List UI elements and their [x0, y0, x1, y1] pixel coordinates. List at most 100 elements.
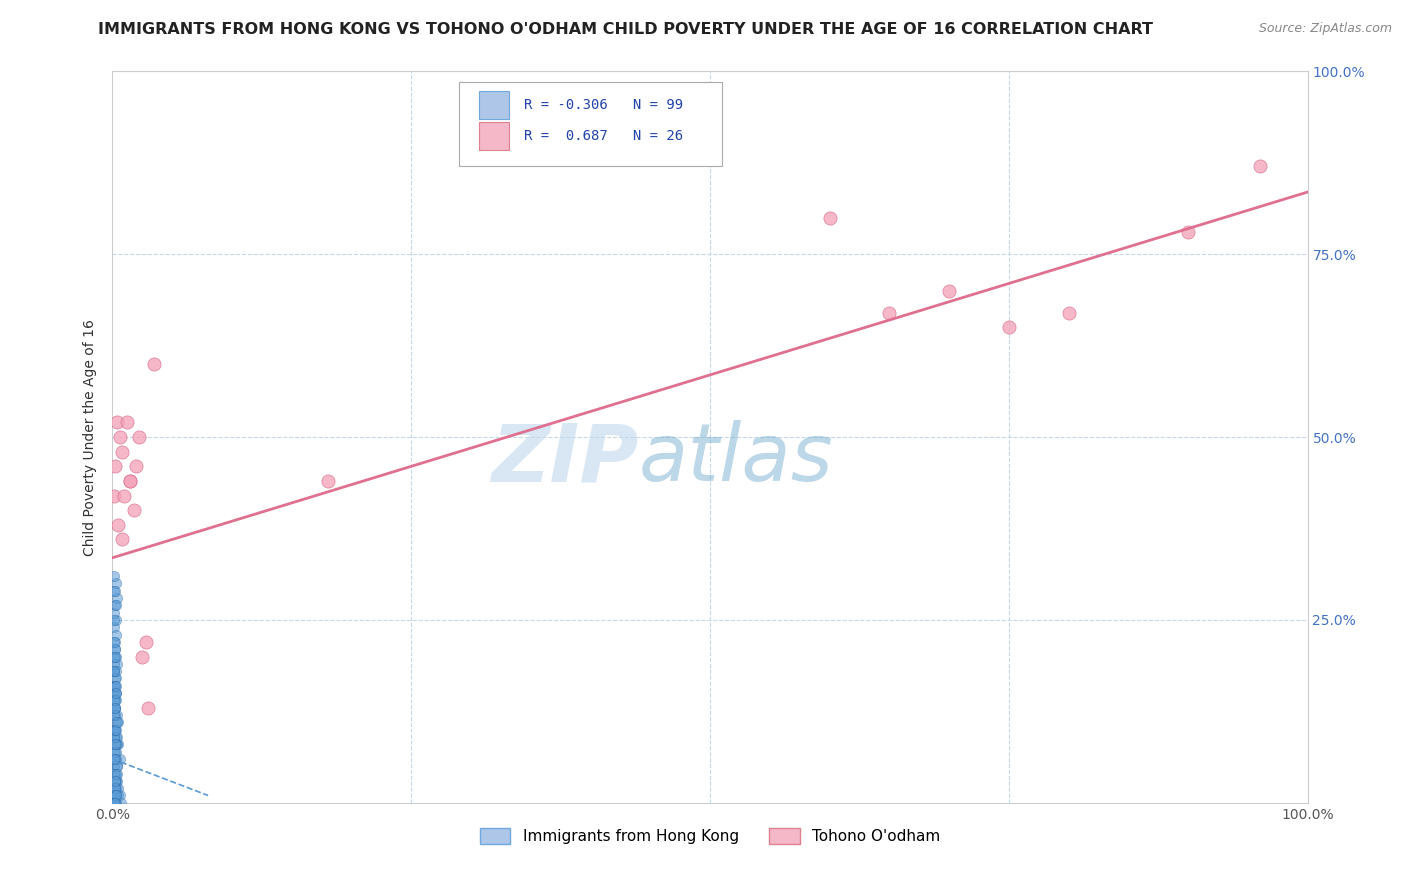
Point: [107, 715, 129, 730]
Point: [120, 474, 142, 488]
Point: [108, 430, 131, 444]
Point: [104, 700, 127, 714]
Point: [105, 686, 128, 700]
Point: [103, 679, 125, 693]
Point: [110, 796, 132, 810]
Text: atlas: atlas: [638, 420, 834, 498]
Point: [1249, 160, 1271, 174]
Point: [105, 723, 128, 737]
Point: [107, 789, 129, 803]
Point: [103, 606, 125, 620]
Point: [104, 583, 127, 598]
Point: [103, 686, 125, 700]
Point: [105, 737, 128, 751]
Point: [103, 730, 125, 744]
Point: [105, 693, 128, 707]
Point: [114, 489, 135, 503]
Point: [104, 679, 127, 693]
Point: [125, 459, 148, 474]
Point: [104, 796, 127, 810]
Point: [104, 752, 127, 766]
Point: [104, 635, 127, 649]
Point: [104, 708, 127, 723]
Point: [103, 489, 125, 503]
Point: [105, 737, 128, 751]
Point: [105, 766, 128, 780]
Point: [105, 781, 128, 796]
Point: [105, 715, 128, 730]
Point: [103, 766, 125, 780]
Point: [104, 745, 127, 759]
Point: [104, 723, 127, 737]
Text: Source: ZipAtlas.com: Source: ZipAtlas.com: [1258, 22, 1392, 36]
Point: [105, 416, 128, 430]
Point: [316, 474, 339, 488]
Point: [104, 459, 127, 474]
Point: [103, 789, 125, 803]
Point: [128, 430, 150, 444]
Point: [103, 730, 125, 744]
Point: [103, 745, 125, 759]
Point: [104, 642, 127, 657]
Point: [103, 693, 125, 707]
Point: [104, 686, 127, 700]
Text: R =  0.687   N = 26: R = 0.687 N = 26: [523, 128, 683, 143]
Point: [105, 627, 128, 641]
Text: R = -0.306   N = 99: R = -0.306 N = 99: [523, 98, 683, 112]
Point: [105, 708, 128, 723]
Point: [103, 781, 125, 796]
Point: [103, 796, 125, 810]
Point: [103, 569, 125, 583]
Point: [103, 583, 125, 598]
Point: [103, 649, 125, 664]
Text: IMMIGRANTS FROM HONG KONG VS TOHONO O'ODHAM CHILD POVERTY UNDER THE AGE OF 16 CO: IMMIGRANTS FROM HONG KONG VS TOHONO O'OD…: [98, 22, 1153, 37]
Point: [103, 657, 125, 671]
Point: [103, 635, 125, 649]
Point: [104, 599, 127, 613]
Point: [107, 781, 129, 796]
Point: [107, 517, 129, 532]
Point: [104, 693, 127, 707]
Point: [104, 796, 127, 810]
Point: [818, 211, 841, 225]
Point: [104, 723, 127, 737]
Point: [105, 672, 128, 686]
Point: [105, 657, 128, 671]
Point: [105, 576, 128, 591]
Point: [104, 642, 127, 657]
Point: [108, 789, 131, 803]
Point: [105, 766, 128, 780]
Point: [108, 752, 131, 766]
Point: [105, 686, 128, 700]
Point: [105, 730, 128, 744]
FancyBboxPatch shape: [479, 122, 509, 150]
Point: [879, 306, 901, 320]
Point: [111, 533, 134, 547]
Point: [105, 773, 128, 788]
Point: [103, 759, 125, 773]
Point: [104, 796, 127, 810]
Point: [104, 773, 127, 788]
Point: [103, 723, 125, 737]
Point: [103, 693, 125, 707]
Point: [103, 664, 125, 678]
Point: [104, 737, 127, 751]
Point: [105, 649, 128, 664]
Point: [131, 649, 153, 664]
Point: [105, 796, 128, 810]
Point: [105, 789, 128, 803]
Point: [107, 737, 129, 751]
Point: [1177, 225, 1199, 239]
Point: [105, 789, 128, 803]
Point: [143, 357, 166, 371]
Point: [111, 444, 134, 458]
Point: [103, 796, 125, 810]
Point: [105, 679, 128, 693]
Point: [938, 284, 960, 298]
Point: [104, 679, 127, 693]
Point: [105, 745, 128, 759]
FancyBboxPatch shape: [458, 82, 723, 167]
Point: [104, 700, 127, 714]
Point: [104, 649, 127, 664]
FancyBboxPatch shape: [479, 91, 509, 119]
